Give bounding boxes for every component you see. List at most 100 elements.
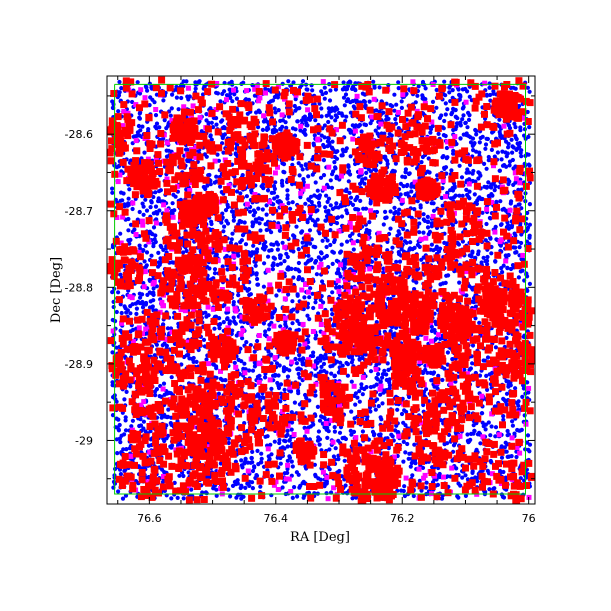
blue-point [124,310,129,315]
blue-point [277,440,282,446]
blue-point [506,379,511,384]
blue-point [141,204,146,209]
blue-point [319,414,324,419]
blue-point [270,315,275,320]
blue-point [136,123,141,129]
blue-point [285,458,290,463]
blue-point [443,112,448,117]
blue-point [499,455,505,460]
blue-point [255,448,260,453]
blue-point [525,85,531,90]
blue-point [311,422,316,427]
blue-point [214,122,219,127]
blue-point [518,269,523,274]
blue-point [262,261,267,266]
blue-point [137,115,142,120]
blue-point [427,170,432,175]
blue-point [357,122,362,127]
blue-point [443,93,448,98]
blue-point [325,435,330,440]
blue-point [266,254,271,259]
blue-point [256,206,261,211]
blue-point [385,161,390,167]
blue-point [359,129,364,134]
points-layer [107,76,535,504]
blue-point [474,149,479,154]
blue-point [330,249,335,254]
blue-point [297,275,302,280]
blue-point [513,125,518,130]
blue-point [321,158,326,163]
blue-point [346,164,351,169]
blue-point [285,428,290,433]
blue-point [182,354,187,360]
blue-point [313,118,318,123]
blue-point [330,139,335,144]
blue-point [322,85,327,90]
blue-point [175,495,180,500]
blue-point [284,251,289,256]
blue-point [445,107,450,112]
blue-point [263,375,268,380]
blue-point [261,243,267,248]
blue-point [472,192,477,197]
blue-point [116,93,122,98]
blue-point [339,214,345,219]
blue-point [329,185,335,190]
blue-point [513,245,518,250]
blue-point [354,207,360,212]
blue-point [308,286,313,291]
blue-point [317,442,322,447]
blue-point [236,253,241,258]
blue-point [488,236,493,241]
blue-point [497,168,502,173]
blue-point [376,432,382,437]
blue-point [218,184,223,189]
blue-point [473,127,478,133]
blue-point [355,395,360,400]
blue-point [444,273,449,278]
blue-point [199,129,204,134]
blue-point [152,100,157,105]
blue-point [438,282,443,287]
blue-point [486,154,491,160]
blue-point [207,266,212,271]
blue-point [404,183,409,189]
blue-point [154,342,159,347]
blue-point [170,92,175,97]
blue-point [431,371,436,376]
blue-point [348,172,353,177]
blue-point [269,242,274,247]
blue-point [321,173,327,178]
blue-point [519,240,524,246]
blue-point [360,429,365,434]
blue-point [306,253,311,258]
blue-point [459,175,465,180]
blue-point [274,240,279,245]
blue-point [520,394,525,399]
blue-point [465,89,470,94]
blue-point [527,281,533,286]
blue-point [295,494,300,499]
blue-point [396,86,401,91]
blue-point [367,99,372,104]
blue-point [144,208,150,213]
blue-point [401,459,406,464]
blue-point [324,253,329,259]
blue-point [464,293,469,298]
blue-point [123,418,128,423]
blue-point [442,240,447,245]
blue-point [357,357,362,362]
blue-point [118,472,123,477]
blue-point [477,140,482,145]
blue-point [484,185,489,190]
blue-point [221,229,226,234]
blue-point [314,272,319,277]
blue-point [506,141,511,146]
blue-point [453,114,458,120]
blue-point [518,476,523,481]
blue-point [483,259,488,264]
blue-point [469,431,474,436]
blue-point [467,196,472,201]
blue-point [316,196,321,201]
